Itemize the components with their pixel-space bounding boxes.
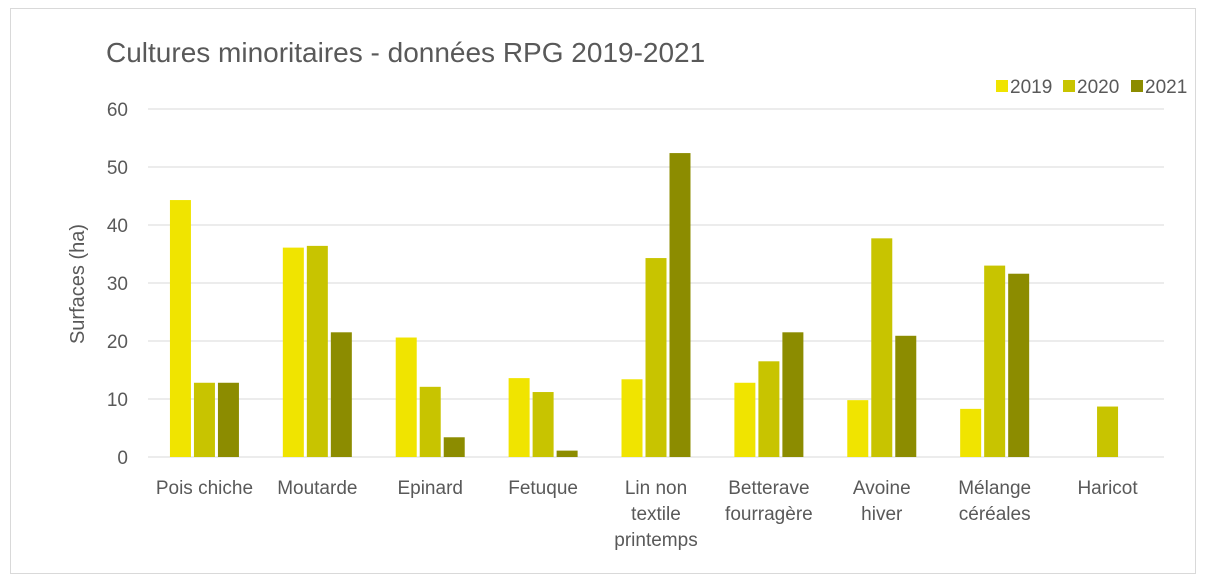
legend-swatch-2021 [1131,80,1143,92]
y-tick-label: 60 [107,100,128,121]
x-category-label: Fetuque [508,478,578,499]
bar-2020 [758,361,780,457]
bar-2020 [871,238,893,457]
bar-2019 [847,400,869,457]
y-tick-label: 50 [107,158,128,179]
y-tick-label: 0 [117,448,128,469]
x-category-label: Haricot [1077,478,1138,499]
bar-2019 [395,337,417,457]
bar-2020 [306,245,328,457]
x-category-label: hiver [861,504,903,525]
bar-2020 [984,265,1006,457]
bar-2019 [169,200,191,457]
legend-label-2021: 2021 [1145,77,1187,98]
bar-2020 [532,392,554,457]
x-category-label: Betterave [728,478,809,499]
x-category-label: Epinard [397,478,463,499]
bar-2021 [669,153,691,457]
bar-2021 [217,382,239,457]
bar-2019 [282,247,304,457]
y-tick-label: 20 [107,332,128,353]
legend-label-2019: 2019 [1010,77,1052,98]
bar-2020 [419,386,441,457]
x-category-label: printemps [614,530,697,551]
x-category-label: Avoine [853,478,911,499]
bar-2019 [734,382,756,457]
bar-2021 [443,437,465,457]
bar-2019 [621,379,643,457]
x-category-label: textile [631,504,681,525]
y-tick-label: 30 [107,274,128,295]
bar-2021 [1008,273,1030,457]
legend-swatch-2020 [1063,80,1075,92]
y-tick-label: 40 [107,216,128,237]
bar-2019 [960,408,982,457]
x-category-label: Pois chiche [156,478,253,499]
chart-title: Cultures minoritaires - données RPG 2019… [106,37,705,68]
bar-2021 [330,332,352,457]
y-tick-label: 10 [107,390,128,411]
x-category-label: Moutarde [277,478,357,499]
x-category-label: Lin non [625,478,687,499]
bars [169,153,1119,457]
bar-2020 [193,382,215,457]
bar-2020 [1097,406,1119,457]
category-labels: Pois chiche Moutarde Epinard Fetuque Lin non… [156,478,1139,551]
legend: 2019 2020 2021 [996,77,1187,98]
y-axis-label: Surfaces (ha) [67,224,89,344]
x-category-label: céréales [959,504,1031,525]
legend-label-2020: 2020 [1077,77,1119,98]
x-category-label: Mélange [958,478,1031,499]
bar-2021 [782,332,804,457]
x-category-label: fourragère [725,504,813,525]
bar-2021 [895,335,917,457]
bar-2019 [508,378,530,457]
bar-2021 [556,450,578,457]
y-tick-labels: 0 10 20 30 40 50 60 [107,100,128,469]
legend-swatch-2019 [996,80,1008,92]
bar-2020 [645,258,667,457]
